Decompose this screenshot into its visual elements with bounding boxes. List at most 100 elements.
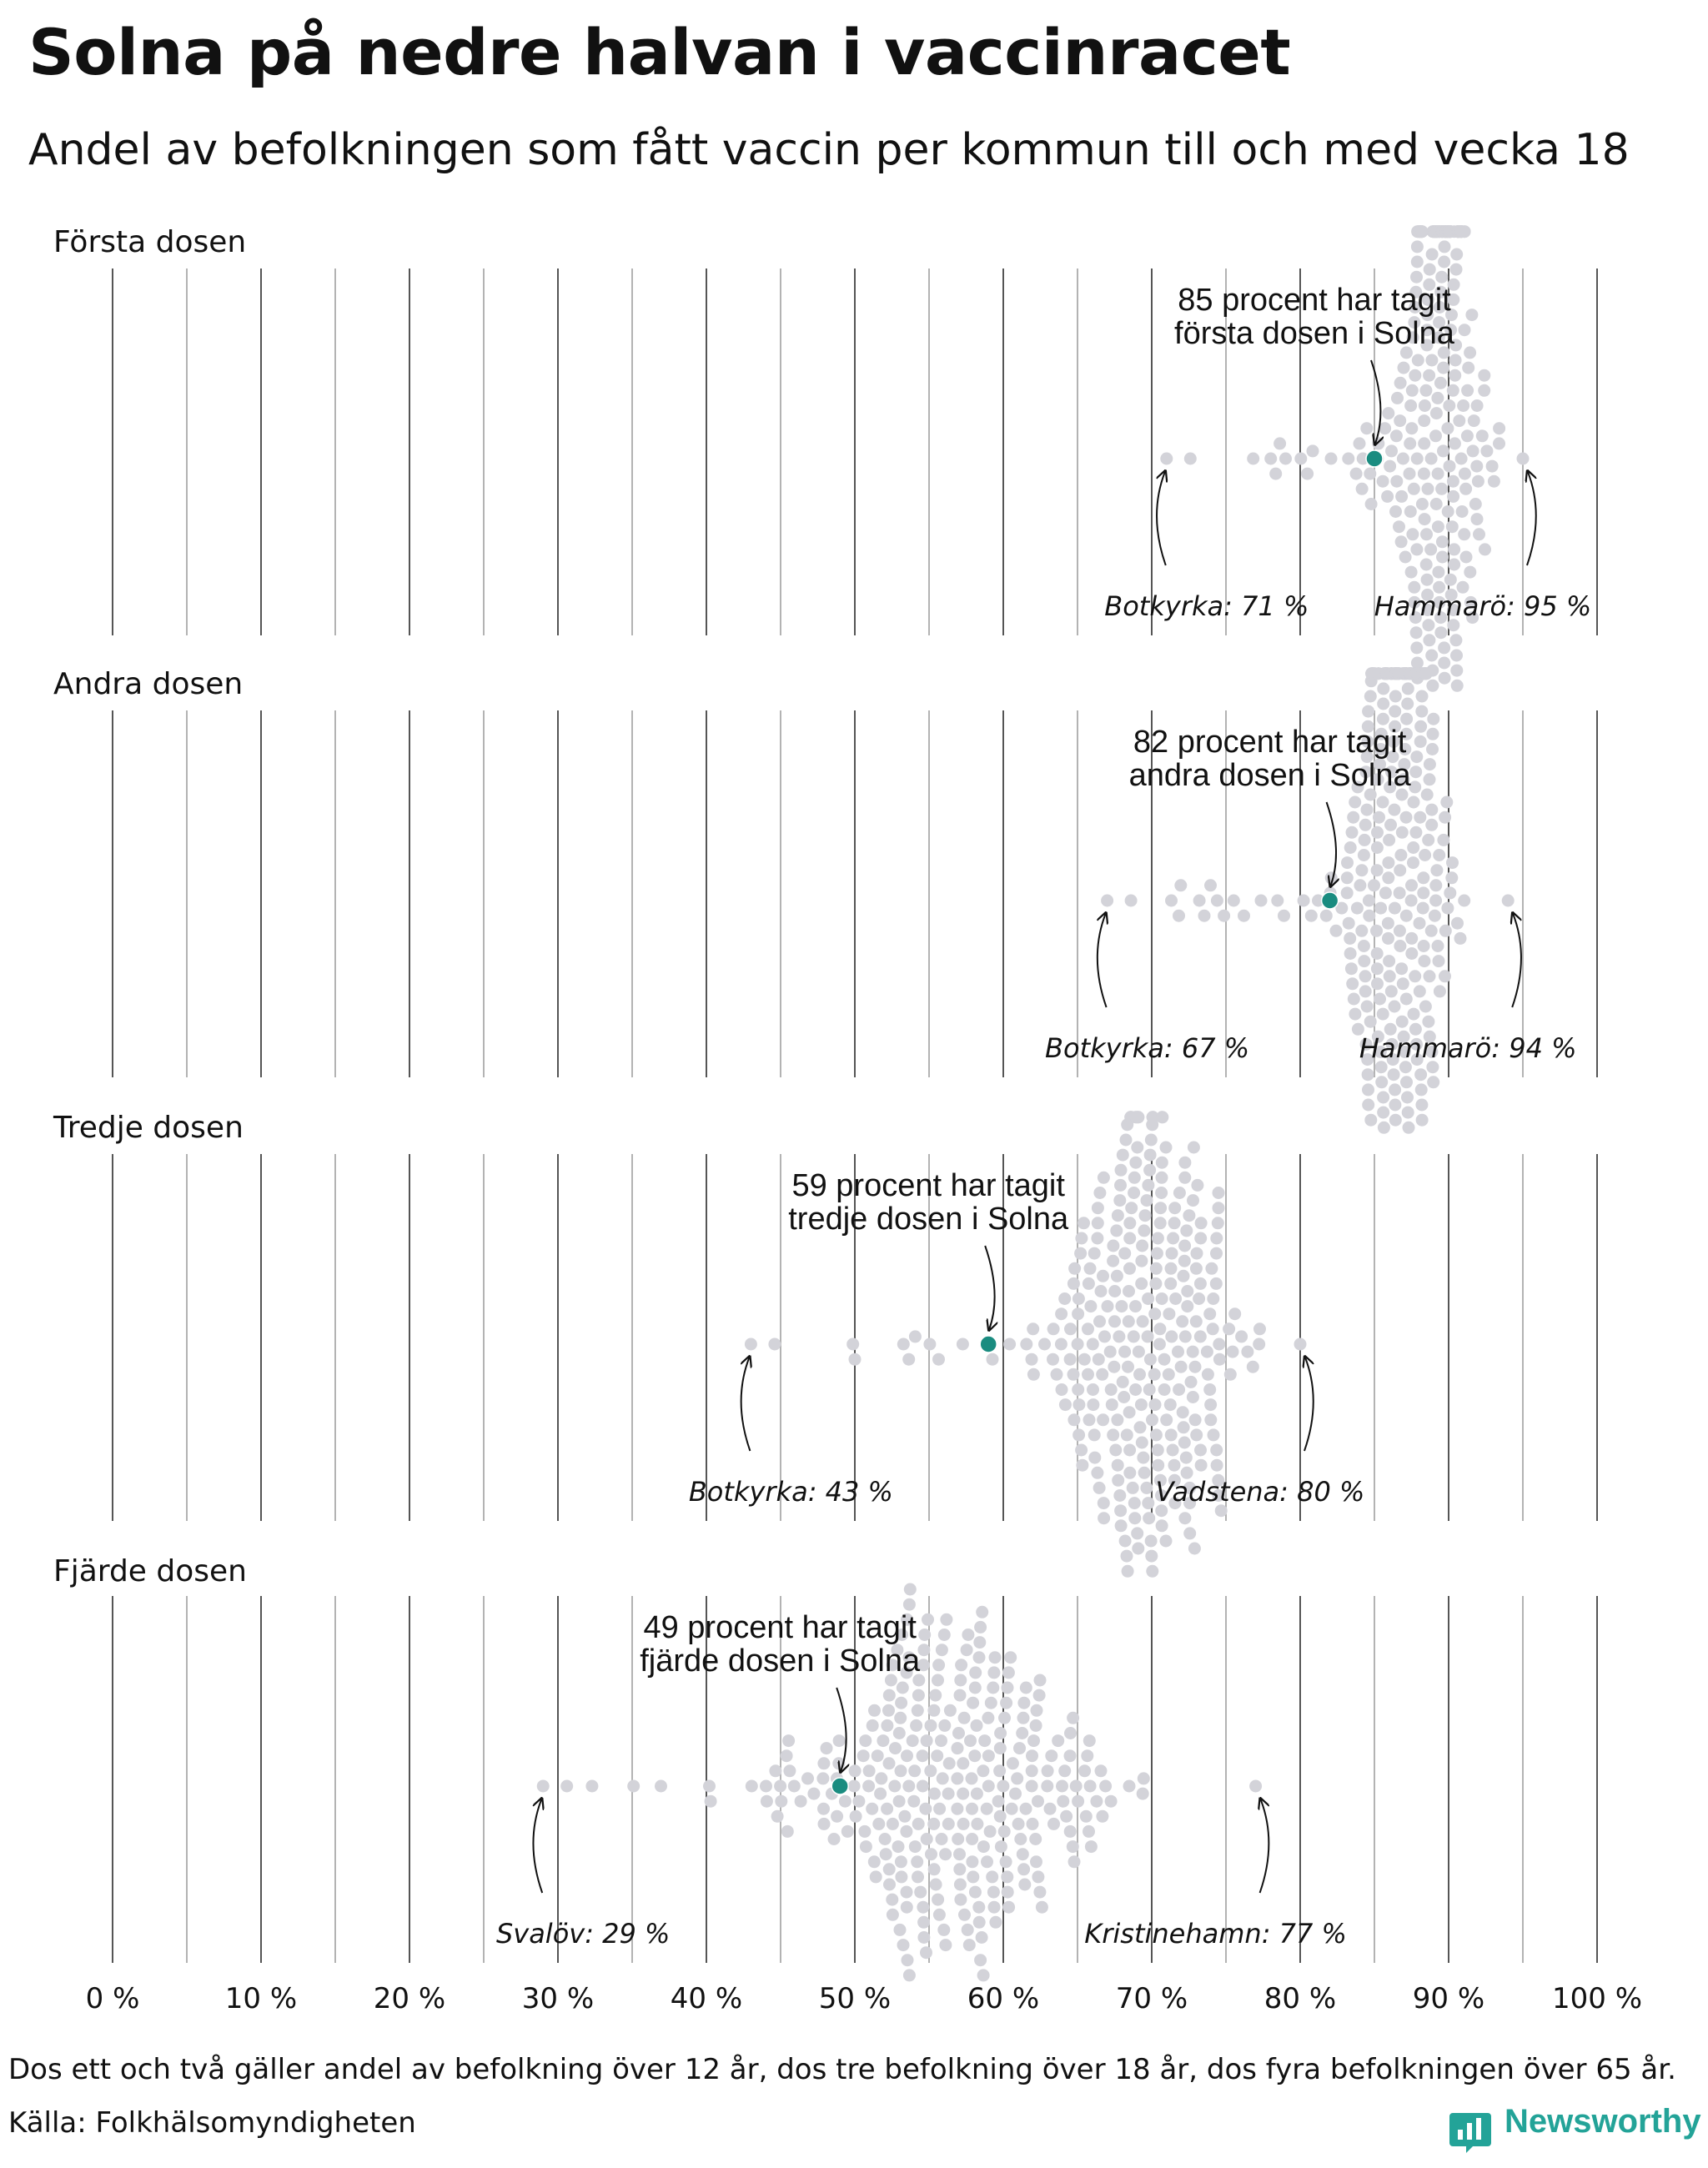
municipality-dot (1376, 712, 1389, 725)
municipality-dot (1447, 293, 1460, 306)
municipality-dot (920, 1946, 932, 1960)
municipality-dot (859, 1840, 872, 1854)
municipality-dot (1448, 437, 1461, 450)
municipality-dot (1297, 894, 1310, 907)
municipality-dot (1406, 528, 1419, 541)
municipality-dot (1407, 841, 1420, 854)
municipality-dot (1455, 505, 1469, 518)
panel-title-dose-4: Fjärde dosen (53, 1554, 247, 1588)
municipality-dot (1423, 758, 1436, 771)
municipality-dot (1458, 894, 1471, 907)
municipality-dot (1459, 482, 1473, 495)
municipality-dot (1135, 1436, 1148, 1449)
municipality-dot (1103, 1345, 1117, 1358)
municipality-dot (967, 1696, 980, 1709)
municipality-dot (838, 1794, 851, 1808)
municipality-dot (1067, 1711, 1080, 1724)
municipality-dot (1168, 1217, 1181, 1230)
municipality-dot (1364, 690, 1377, 703)
municipality-dot (1417, 940, 1430, 952)
municipality-dot (1361, 735, 1374, 748)
municipality-dot (1186, 1391, 1199, 1403)
municipality-dot (1017, 1696, 1031, 1709)
municipality-dot (998, 1711, 1011, 1724)
solna-arrow (1370, 359, 1380, 444)
municipality-dot (1399, 346, 1413, 359)
municipality-dot (1415, 225, 1429, 238)
municipality-dot (1445, 871, 1459, 885)
municipality-dot (1083, 1413, 1096, 1427)
municipality-dot (1123, 1285, 1135, 1297)
municipality-dot (1047, 1352, 1059, 1366)
municipality-dot (900, 1666, 913, 1679)
municipality-dot (1178, 1239, 1192, 1252)
municipality-dot (896, 1629, 908, 1641)
municipality-dot (1068, 1413, 1081, 1427)
municipality-dot (1425, 803, 1439, 816)
min-arrow (1156, 472, 1166, 566)
municipality-dot (1433, 301, 1446, 314)
municipality-dot (1058, 1292, 1072, 1305)
municipality-dot (1355, 482, 1369, 495)
municipality-dot (1019, 1802, 1032, 1815)
min-municipality-label: Botkyrka: 71 % (1104, 590, 1309, 622)
municipality-dot (1421, 604, 1434, 616)
municipality-dot (1418, 399, 1431, 412)
municipality-dot (1410, 656, 1424, 670)
municipality-dot (1324, 452, 1338, 465)
municipality-dot (1410, 255, 1424, 268)
municipality-dot (1382, 871, 1395, 885)
municipality-dot (1129, 1156, 1143, 1169)
municipality-dot (866, 1719, 879, 1732)
municipality-dot (1470, 399, 1484, 412)
municipality-dot (1446, 384, 1459, 397)
max-municipality-dot (1249, 1779, 1263, 1793)
municipality-dot (957, 1817, 970, 1830)
brand-name: Newsworthy (1505, 2103, 1701, 2140)
municipality-dot (1164, 1262, 1178, 1275)
municipality-dot (1473, 528, 1485, 541)
municipality-dot (942, 1757, 956, 1770)
municipality-dot (1097, 1171, 1110, 1184)
solna-annotation-line-2: första dosen i Solna (1174, 316, 1455, 351)
municipality-dot (882, 1689, 896, 1702)
municipality-dot (1099, 1779, 1113, 1793)
municipality-dot (1405, 879, 1418, 892)
municipality-dot (1447, 489, 1460, 503)
municipality-dot (760, 1794, 773, 1808)
municipality-dot (1364, 498, 1378, 510)
municipality-dot (993, 1809, 1007, 1823)
municipality-dot (1395, 826, 1409, 839)
municipality-dot (1118, 1534, 1132, 1548)
municipality-dot (1362, 1098, 1375, 1112)
municipality-dot (939, 1939, 952, 1952)
municipality-dot (1123, 1466, 1137, 1479)
municipality-dot (1464, 595, 1477, 609)
municipality-dot (901, 1749, 913, 1763)
municipality-dot (1374, 1046, 1387, 1058)
municipality-dot (1114, 1519, 1128, 1533)
municipality-dot (859, 1734, 872, 1748)
municipality-dot (962, 1629, 975, 1641)
municipality-dot (1329, 924, 1343, 937)
municipality-dot (1444, 886, 1457, 900)
municipality-dot (1466, 611, 1479, 625)
municipality-dot (1373, 810, 1385, 824)
municipality-dot (902, 1598, 916, 1611)
municipality-dot (1389, 1098, 1402, 1112)
municipality-dot (1088, 1451, 1102, 1464)
municipality-dot (1201, 1368, 1214, 1381)
municipality-dot (1194, 1443, 1207, 1457)
municipality-dot (1377, 682, 1390, 695)
municipality-dot (1383, 955, 1396, 968)
municipality-dot (1394, 940, 1407, 952)
municipality-dot (968, 1681, 982, 1694)
municipality-dot (1397, 773, 1410, 786)
municipality-dot (1204, 879, 1217, 892)
municipality-dot (1114, 1178, 1127, 1192)
municipality-dot (968, 1749, 982, 1763)
municipality-dot (1410, 1037, 1423, 1051)
municipality-dot (982, 1711, 995, 1724)
municipality-dot (1487, 474, 1500, 488)
municipality-dot (1394, 864, 1407, 877)
